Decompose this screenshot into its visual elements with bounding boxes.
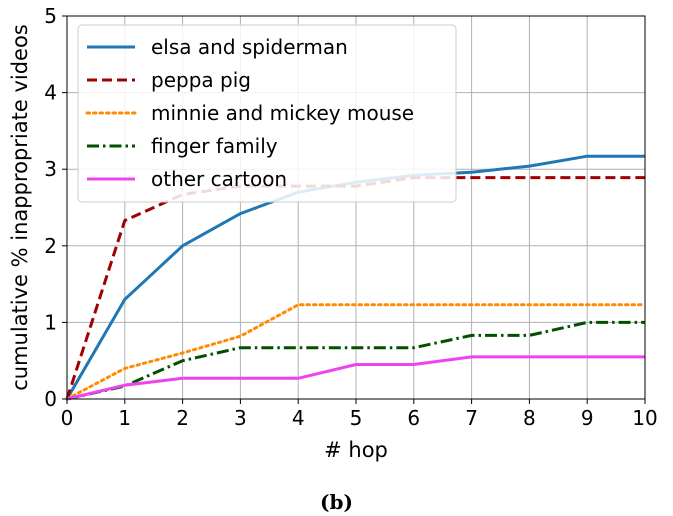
y-axis-label: cumulative % inappropriate videos bbox=[8, 24, 32, 391]
figure-caption: (b) bbox=[320, 490, 353, 514]
y-tick-label: 4 bbox=[44, 81, 57, 105]
series-line-2 bbox=[65, 303, 647, 401]
y-tick-label: 5 bbox=[44, 4, 57, 28]
y-tick-label: 2 bbox=[44, 234, 57, 258]
legend-label: minnie and mickey mouse bbox=[151, 101, 414, 125]
x-tick-label: 2 bbox=[176, 406, 189, 430]
line-chart: 0 1 2 3 4 5 6 7 8 9 10 0 1 2 3 4 5 # hop cumulative % i… bbox=[8, 4, 658, 462]
x-tick-label: 5 bbox=[350, 406, 363, 430]
y-tick-label: 1 bbox=[44, 310, 57, 334]
x-axis-ticks: 0 1 2 3 4 5 6 7 8 9 10 bbox=[61, 399, 658, 430]
series-line-3 bbox=[66, 320, 645, 401]
x-axis-label: # hop bbox=[324, 438, 388, 462]
x-tick-label: 1 bbox=[118, 406, 131, 430]
x-tick-label: 6 bbox=[407, 406, 420, 430]
y-tick-label: 3 bbox=[44, 157, 57, 181]
series-line-4 bbox=[66, 355, 645, 401]
x-tick-label: 7 bbox=[465, 406, 478, 430]
x-tick-label: 0 bbox=[61, 406, 74, 430]
legend-box bbox=[77, 24, 457, 203]
y-tick-label: 0 bbox=[44, 387, 57, 411]
x-tick-label: 3 bbox=[234, 406, 247, 430]
legend-label: elsa and spiderman bbox=[151, 35, 348, 59]
legend-label: other cartoon bbox=[151, 167, 287, 191]
x-tick-label: 9 bbox=[581, 406, 594, 430]
legend-label: peppa pig bbox=[151, 68, 251, 92]
legend: elsa and spiderman peppa pig minnie and mi… bbox=[77, 24, 457, 203]
x-tick-label: 4 bbox=[292, 406, 305, 430]
legend-label: finger family bbox=[151, 134, 278, 158]
x-tick-label: 10 bbox=[632, 406, 657, 430]
x-tick-label: 8 bbox=[523, 406, 536, 430]
y-axis-ticks: 0 1 2 3 4 5 bbox=[44, 4, 67, 411]
